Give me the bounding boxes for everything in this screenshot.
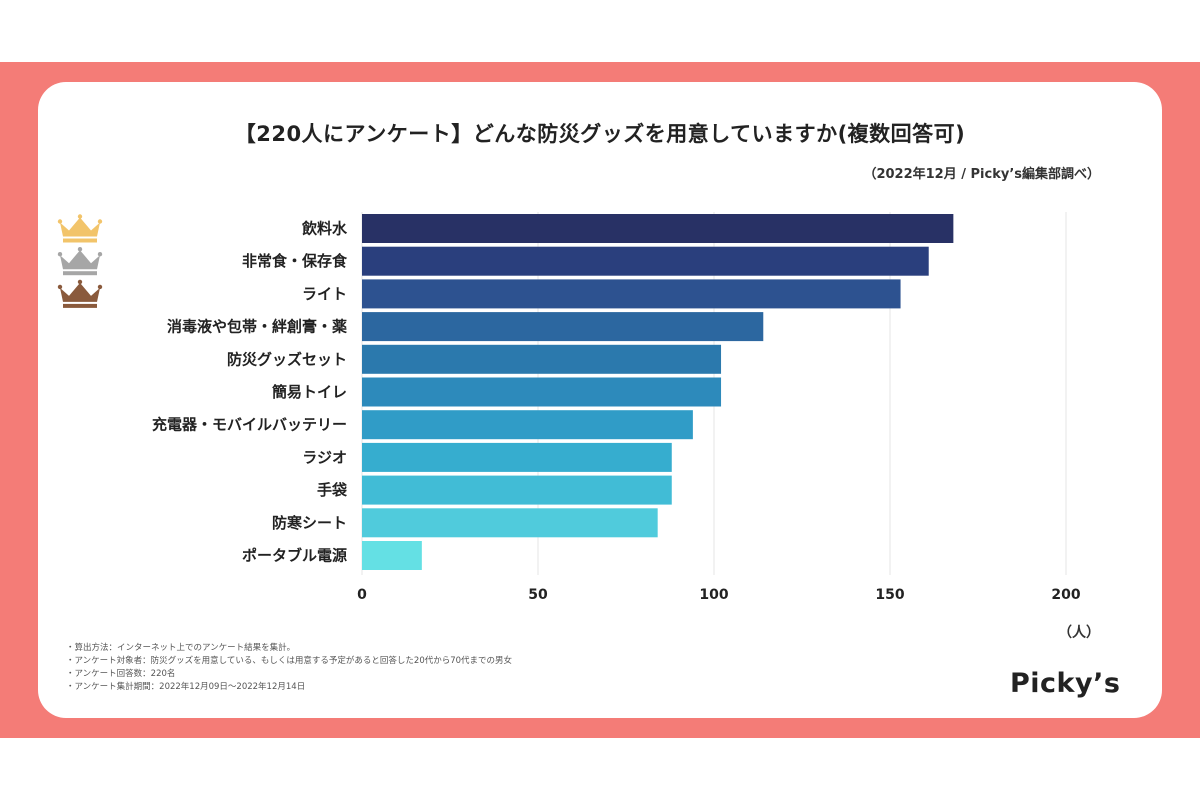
category-label: 充電器・モバイルバッテリー bbox=[152, 416, 347, 434]
bar bbox=[362, 344, 722, 374]
bar bbox=[362, 541, 422, 570]
bar bbox=[362, 508, 658, 538]
category-label: 手袋 bbox=[317, 481, 348, 499]
bar bbox=[362, 410, 693, 440]
category-label: ポータブル電源 bbox=[242, 547, 347, 565]
x-tick-label: 0 bbox=[357, 587, 367, 603]
category-label: 防災グッズセット bbox=[227, 350, 347, 368]
bar bbox=[362, 475, 672, 505]
category-label: ラジオ bbox=[302, 448, 347, 466]
bar bbox=[362, 214, 954, 243]
x-tick-label: 150 bbox=[875, 587, 904, 603]
source-note: （2022年12月 / Picky’s編集部調べ） bbox=[863, 167, 1100, 182]
note-line: ・アンケート集計期間：2022年12月09日〜2022年12月14日 bbox=[66, 682, 306, 692]
crown-silver-icon bbox=[57, 247, 103, 276]
category-label: 防寒シート bbox=[272, 514, 347, 532]
category-label: 消毒液や包帯・絆創膏・薬 bbox=[167, 318, 347, 336]
survey-notes: ・算出方法：インターネット上でのアンケート結果を集計。 ・アンケート対象者：防災… bbox=[66, 642, 512, 694]
x-tick-label: 200 bbox=[1051, 587, 1080, 603]
note-line: ・アンケート対象者：防災グッズを用意している、もしくは用意する予定があると回答し… bbox=[66, 656, 513, 666]
category-label: ライト bbox=[302, 285, 347, 303]
crown-gold-icon bbox=[57, 214, 103, 243]
axis-unit: （人） bbox=[1058, 625, 1100, 641]
bar bbox=[362, 442, 672, 472]
x-tick-label: 100 bbox=[699, 587, 728, 603]
x-tick-label: 50 bbox=[528, 587, 548, 603]
bar bbox=[362, 246, 929, 276]
crown-bronze-icon bbox=[57, 279, 103, 308]
brand-logo: Picky’s bbox=[1010, 668, 1121, 699]
bar bbox=[362, 377, 722, 407]
note-line: ・アンケート回答数：220名 bbox=[66, 669, 176, 679]
category-label: 非常食・保存食 bbox=[242, 252, 348, 270]
bar bbox=[362, 312, 764, 342]
bar bbox=[362, 279, 901, 309]
note-line: ・算出方法：インターネット上でのアンケート結果を集計。 bbox=[66, 643, 296, 653]
category-label: 飲料水 bbox=[301, 220, 348, 238]
chart-title: 【220人にアンケート】どんな防災グッズを用意していますか(複数回答可) bbox=[234, 122, 966, 146]
category-label: 簡易トイレ bbox=[272, 383, 347, 401]
